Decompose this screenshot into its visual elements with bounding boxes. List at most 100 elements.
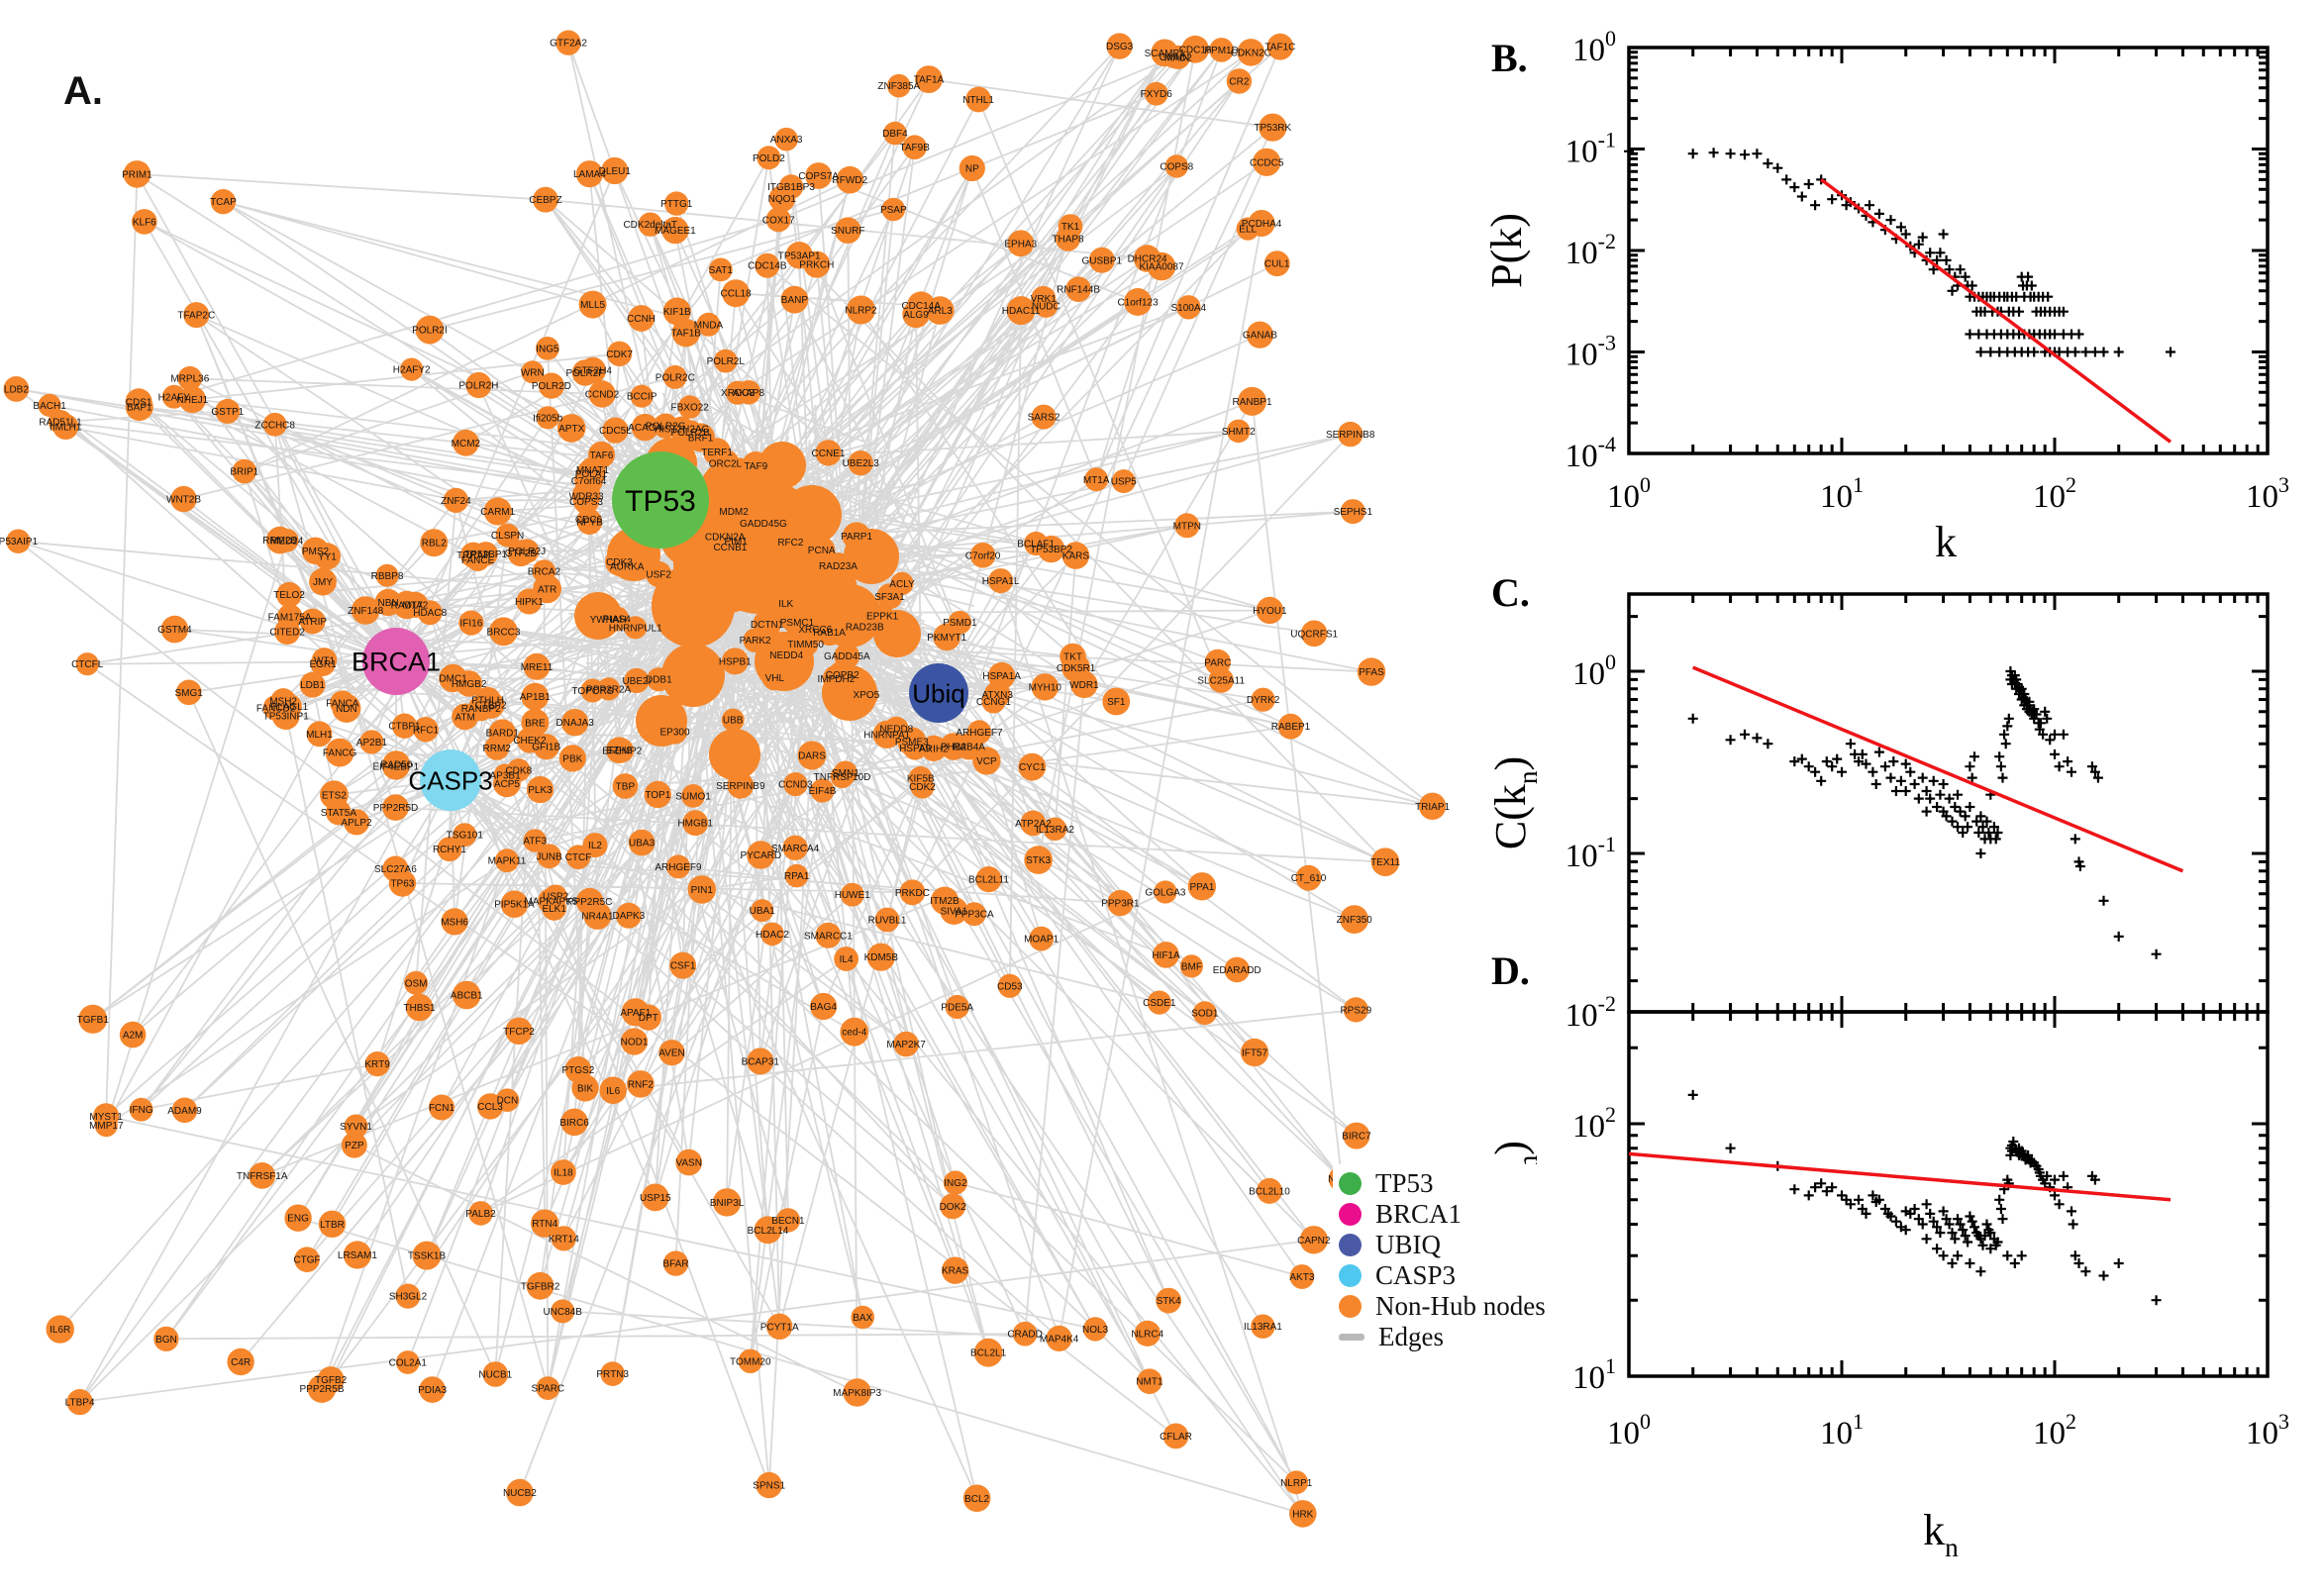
network-node (988, 568, 1014, 594)
network-node-label: SLC25A11 (1197, 676, 1245, 687)
network-node (638, 212, 662, 237)
network-node (834, 947, 858, 971)
network-node (1156, 1287, 1181, 1314)
network-node-label: TRIAP1 (1415, 802, 1450, 813)
network-node-label: AP3B1 (490, 771, 522, 782)
network-node (920, 735, 948, 761)
network-node-label: DNAJA3 (556, 718, 594, 729)
network-node-label: CDS1 (126, 397, 152, 408)
network-node (532, 559, 556, 583)
network-node-label: BAG4 (810, 1002, 837, 1013)
network-node (708, 257, 733, 282)
network-node (536, 406, 559, 430)
network-node-label: VHL (765, 673, 785, 684)
network-node-label: AP2B1 (356, 738, 388, 748)
network-node-label: SYVN1 (340, 1122, 372, 1133)
network-node-label: BIRC6 (559, 1118, 589, 1129)
network-node-label: NTHL1 (962, 95, 994, 106)
network-node-label: POLR2F (565, 368, 604, 379)
network-node (78, 1004, 108, 1034)
network-node (615, 902, 642, 929)
network-node-label: ATXN3 (981, 690, 1013, 701)
network-node-label: EP300 (659, 728, 689, 739)
network-node-label: ORC2L (709, 459, 743, 470)
network-node-label: CCDC5 (1250, 157, 1284, 168)
network-node-label: POLA1 (575, 469, 608, 480)
network-node-label: HMGB1 (677, 819, 713, 830)
network-node (881, 197, 906, 222)
network-node (474, 686, 501, 714)
network-node-label: ACLY (889, 579, 915, 590)
network-node (1058, 214, 1083, 240)
network-node-label: BCL2L14 (748, 1226, 789, 1237)
network-node-label: CTCF (565, 852, 592, 863)
b-ytick-10e-3: 10-3 (1566, 331, 1616, 373)
network-node (374, 588, 402, 617)
network-node-label: IL13RA2 (1036, 825, 1074, 836)
network-node (493, 769, 521, 798)
network-node (647, 667, 671, 692)
network-node (1251, 1314, 1275, 1339)
network-node-label: ILK (778, 599, 793, 610)
network-node-label: MTPN (1173, 521, 1201, 532)
network-node-label: ced-4 (842, 1028, 866, 1039)
network-node (412, 1241, 442, 1270)
network-node (766, 1313, 793, 1341)
network-node-label: HSPA1L (982, 576, 1020, 587)
network-node (959, 154, 985, 182)
network-node-label: HIST2H2AC (655, 425, 709, 436)
network-node-label: DDB1 (646, 675, 672, 686)
network-node (599, 1076, 627, 1105)
network-node (940, 733, 967, 760)
network-node (808, 536, 836, 564)
network-node (597, 677, 621, 701)
network-node-label: UBB (723, 716, 744, 727)
network-node-label: CAPN2 (1297, 1236, 1331, 1247)
network-node-label: IL18 (554, 1168, 573, 1179)
network-node-label: NEDD8 (879, 725, 913, 736)
network-node (902, 135, 927, 159)
fit-line-d (1628, 1151, 2172, 1202)
network-node (516, 588, 543, 615)
network-node (836, 165, 864, 194)
network-node-label: KIF1B (663, 307, 691, 318)
network-node-label: YWHAH (590, 615, 627, 626)
c-ylabel: C(kn) (1486, 756, 1543, 849)
network-node (523, 652, 551, 680)
network-node-label: HMGB2 (452, 679, 487, 690)
network-node (119, 1021, 147, 1048)
network-node-label: ATR (538, 584, 556, 595)
network-node (801, 616, 829, 643)
legend-item-tp53: TP53 (1339, 1168, 1546, 1199)
network-node-label: WDR1 (1069, 680, 1099, 691)
network-node (822, 664, 851, 693)
network-node (842, 522, 871, 550)
network-node-label: DCN (497, 1096, 519, 1107)
network-node-label: CFLAR (1160, 1432, 1192, 1443)
network-node-label: EIF4EBP1 (372, 761, 419, 772)
network-node (351, 596, 380, 625)
network-node-label: MRPL36 (170, 374, 209, 385)
network-node-label: PALB2 (465, 1209, 496, 1220)
network-node-label: PPP2R2A (586, 684, 631, 695)
network-node (1144, 81, 1168, 106)
network-node-label: PYCARD (740, 850, 781, 861)
network-node (405, 993, 434, 1022)
network-node (943, 1170, 968, 1195)
panel-b-label: B. (1491, 36, 1528, 80)
network-node (1257, 1177, 1282, 1204)
network-node (658, 1040, 685, 1066)
network-node-label: IL4 (840, 954, 854, 965)
network-node (778, 530, 803, 554)
network-node (738, 1348, 762, 1374)
network-node (404, 970, 429, 995)
network-node-label: PTHLH (471, 696, 504, 707)
network-node (1237, 39, 1265, 66)
network-node (482, 1361, 509, 1387)
network-node-label: CCL18 (721, 289, 753, 300)
network-node (276, 693, 302, 719)
network-node-label: TERF1 (701, 448, 733, 458)
network-node (624, 667, 650, 694)
core-cluster-blob (782, 485, 842, 545)
